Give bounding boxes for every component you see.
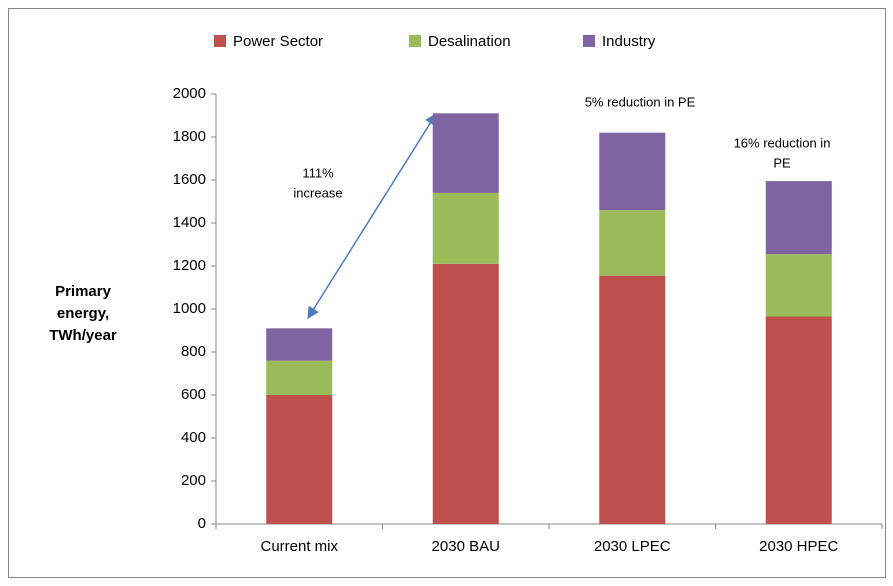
annotation: 5% reduction in PE [585, 94, 696, 109]
y-tick-label: 1400 [173, 214, 206, 231]
y-tick-label: 800 [181, 343, 206, 360]
x-tick-label: 2030 BAU [432, 538, 500, 555]
annotation: PE [773, 155, 791, 170]
y-tick-label: 600 [181, 386, 206, 403]
x-tick-label: Current mix [260, 538, 338, 555]
legend-label: Power Sector [233, 33, 323, 50]
x-tick-label: 2030 LPEC [594, 538, 671, 555]
x-tick-label: 2030 HPEC [759, 538, 838, 555]
y-axis-label: TWh/year [49, 327, 117, 344]
y-tick-label: 2000 [173, 85, 206, 102]
bar-segment [599, 275, 666, 524]
y-tick-label: 1200 [173, 257, 206, 274]
bar-segment [765, 254, 832, 317]
y-axis-label: energy, [57, 305, 109, 322]
y-tick-label: 1000 [173, 300, 206, 317]
y-tick-label: 1600 [173, 171, 206, 188]
annotation: increase [293, 185, 342, 200]
annotation: 16% reduction in [734, 135, 831, 150]
bar-segment [599, 132, 666, 211]
annotation: 111% [302, 165, 334, 180]
bar-segment [765, 316, 832, 524]
bar-segment [266, 360, 333, 395]
y-tick-label: 200 [181, 472, 206, 489]
legend-label: Desalination [428, 33, 511, 50]
legend-label: Industry [602, 33, 656, 50]
legend-swatch [583, 35, 595, 47]
bar-segment [599, 210, 666, 276]
bar-segment [432, 113, 499, 193]
y-tick-label: 400 [181, 429, 206, 446]
y-tick-label: 0 [198, 515, 206, 532]
bar-segment [432, 192, 499, 264]
legend-swatch [214, 35, 226, 47]
arrow [307, 112, 437, 320]
chart-border [8, 8, 886, 578]
bar-segment [765, 181, 832, 255]
bar-segment [266, 328, 333, 361]
legend-swatch [409, 35, 421, 47]
bar-segment [432, 263, 499, 524]
y-axis-label: Primary [55, 283, 112, 300]
y-tick-label: 1800 [173, 128, 206, 145]
bar-segment [266, 395, 333, 524]
